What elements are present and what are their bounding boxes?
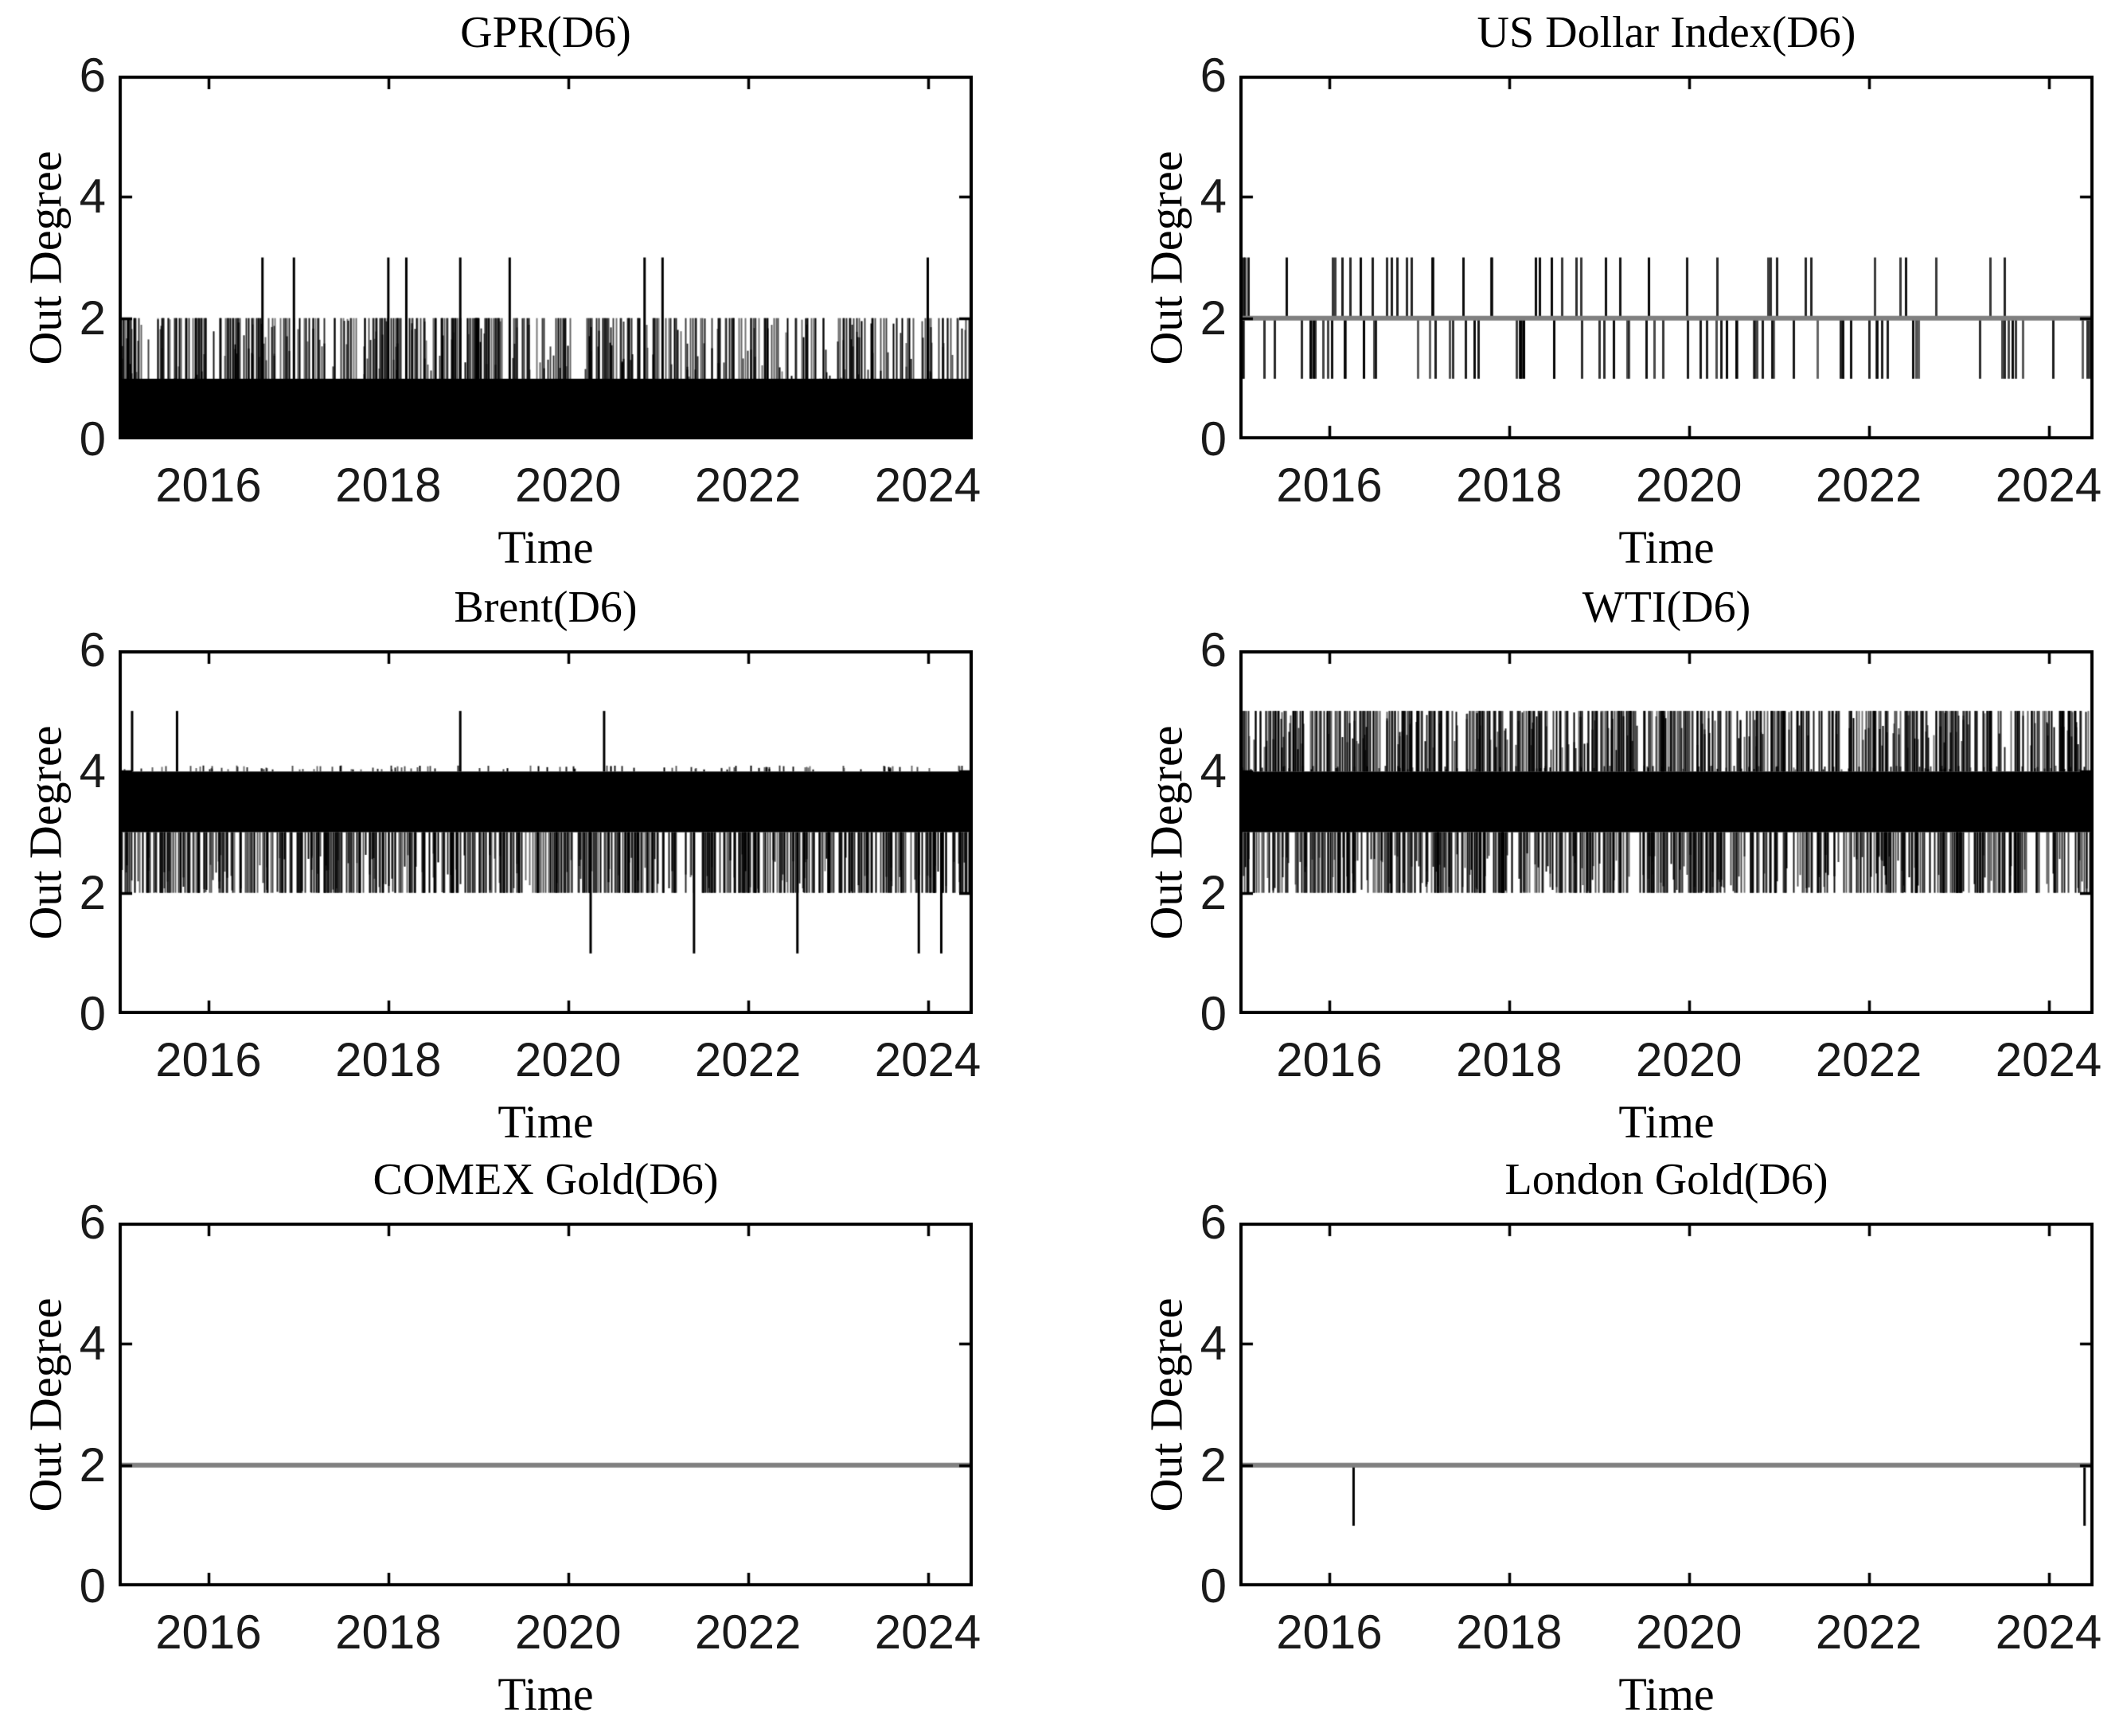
x-tick-label: 2022 xyxy=(694,1605,802,1659)
y-tick-label: 4 xyxy=(1200,1317,1227,1371)
y-tick-label: 0 xyxy=(79,987,106,1040)
plot-area xyxy=(1239,76,2094,439)
y-tick-label: 2 xyxy=(79,865,106,919)
y-tick-label: 6 xyxy=(79,49,106,102)
x-tick-label: 2016 xyxy=(1276,458,1383,512)
x-tick-label: 2022 xyxy=(694,1033,802,1086)
subplot-title: London Gold(D6) xyxy=(1504,1155,1828,1204)
y-tick-label: 2 xyxy=(1200,291,1227,345)
x-tick-label: 2016 xyxy=(155,1033,262,1086)
subplot-brent-d6: Brent(D6) Out Degree Time 0 2 4 6 2016 2018 20… xyxy=(20,583,981,1148)
y-tick-label: 0 xyxy=(1200,412,1227,466)
x-tick-label: 2018 xyxy=(335,1605,442,1659)
y-tick-label: 0 xyxy=(1200,1559,1227,1613)
y-tick-label: 0 xyxy=(79,1559,106,1613)
x-tick-label: 2022 xyxy=(1815,1033,1922,1086)
x-tick-label: 2024 xyxy=(874,458,981,512)
plot-area xyxy=(1239,1223,2094,1586)
subplot-title: COMEX Gold(D6) xyxy=(373,1155,719,1204)
x-tick-label: 2018 xyxy=(335,1033,442,1086)
x-tick-label: 2022 xyxy=(1815,1605,1922,1659)
subplot-wti-d6: WTI(D6) Out Degree Time 0 2 4 6 2016 2018 2020… xyxy=(1141,583,2102,1148)
x-axis-label: Time xyxy=(1618,1668,1715,1720)
x-tick-label: 2016 xyxy=(155,1605,262,1659)
x-tick-label: 2018 xyxy=(335,458,442,512)
x-tick-label: 2022 xyxy=(1815,458,1922,512)
x-axis-label: Time xyxy=(498,1668,594,1720)
plot-area xyxy=(119,650,973,1014)
x-axis-label: Time xyxy=(498,521,594,573)
x-tick-label: 2020 xyxy=(514,458,622,512)
y-tick-label: 6 xyxy=(1200,49,1227,102)
subplot-title: GPR(D6) xyxy=(460,8,631,57)
x-tick-label: 2024 xyxy=(1995,1033,2102,1086)
x-tick-label: 2020 xyxy=(514,1605,622,1659)
y-tick-label: 2 xyxy=(1200,1438,1227,1492)
x-tick-label: 2016 xyxy=(1276,1033,1383,1086)
x-axis-label: Time xyxy=(1618,1096,1715,1148)
x-tick-label: 2020 xyxy=(1635,1605,1742,1659)
x-tick-label: 2018 xyxy=(1456,1605,1563,1659)
plot-area xyxy=(119,1223,973,1586)
y-tick-label: 0 xyxy=(1200,987,1227,1040)
y-tick-label: 4 xyxy=(79,1317,106,1371)
x-tick-label: 2016 xyxy=(1276,1605,1383,1659)
x-tick-label: 2024 xyxy=(1995,1605,2102,1659)
y-tick-label: 2 xyxy=(79,1438,106,1492)
x-tick-label: 2018 xyxy=(1456,458,1563,512)
subplot-title: Brent(D6) xyxy=(454,583,638,632)
y-tick-label: 0 xyxy=(79,412,106,466)
y-tick-label: 4 xyxy=(79,170,106,224)
y-tick-label: 6 xyxy=(79,1196,106,1249)
y-tick-label: 2 xyxy=(79,291,106,345)
x-axis-label: Time xyxy=(498,1096,594,1148)
x-tick-label: 2020 xyxy=(1635,458,1742,512)
subplot-comex-gold-d6: COMEX Gold(D6) Out Degree Time 0 2 4 6 2016 2… xyxy=(20,1155,981,1720)
subplot-london-gold-d6: London Gold(D6) Out Degree Time 0 2 4 6 2016… xyxy=(1141,1155,2102,1720)
x-tick-label: 2016 xyxy=(155,458,262,512)
subplot-title: US Dollar Index(D6) xyxy=(1477,8,1856,57)
x-tick-label: 2020 xyxy=(1635,1033,1742,1086)
x-tick-label: 2022 xyxy=(694,458,802,512)
y-tick-label: 6 xyxy=(1200,623,1227,677)
y-tick-label: 4 xyxy=(1200,744,1227,798)
y-tick-label: 4 xyxy=(1200,170,1227,224)
x-tick-label: 2024 xyxy=(874,1033,981,1086)
y-tick-label: 4 xyxy=(79,744,106,798)
subplot-title: WTI(D6) xyxy=(1582,583,1751,632)
x-tick-label: 2024 xyxy=(874,1605,981,1659)
x-axis-label: Time xyxy=(1618,521,1715,573)
y-tick-label: 6 xyxy=(1200,1196,1227,1249)
plot-area xyxy=(119,76,973,439)
x-tick-label: 2024 xyxy=(1995,458,2102,512)
x-tick-label: 2020 xyxy=(514,1033,622,1086)
subplot-gpr-d6: GPR(D6) Out Degree Time 0 2 4 6 2016 2018 2020… xyxy=(20,8,981,573)
y-tick-label: 2 xyxy=(1200,865,1227,919)
y-tick-label: 6 xyxy=(79,623,106,677)
plot-area xyxy=(1239,650,2094,1014)
x-tick-label: 2018 xyxy=(1456,1033,1563,1086)
